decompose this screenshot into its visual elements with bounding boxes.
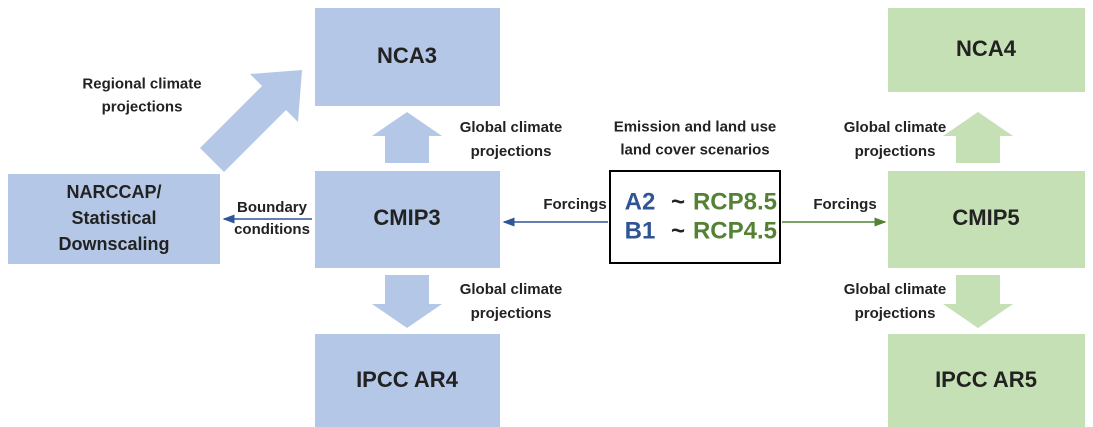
box bbox=[315, 334, 500, 427]
box bbox=[315, 8, 500, 106]
node-label: IPCC AR5 bbox=[935, 367, 1037, 392]
box bbox=[888, 334, 1085, 427]
scenario-cell: B1 bbox=[625, 217, 656, 244]
node-label: NCA3 bbox=[377, 43, 437, 68]
box bbox=[8, 174, 220, 264]
scenario-cell: A2 bbox=[625, 188, 656, 215]
arrow-down bbox=[943, 275, 1013, 328]
node-label: CMIP3 bbox=[373, 205, 440, 230]
edge-label: Regional climate bbox=[82, 75, 201, 92]
box bbox=[315, 171, 500, 268]
node-label: Downscaling bbox=[58, 234, 169, 254]
scenario-cell: RCP4.5 bbox=[693, 217, 777, 244]
edge-label: Forcings bbox=[543, 196, 606, 213]
edge-label: Forcings bbox=[813, 196, 876, 213]
edge-label: projections bbox=[855, 305, 936, 322]
node-label: NARCCAP/ bbox=[66, 182, 161, 202]
arrow-up bbox=[943, 112, 1013, 163]
box bbox=[888, 171, 1085, 268]
node-label: CMIP5 bbox=[952, 205, 1019, 230]
arrow-up bbox=[372, 112, 442, 163]
arrow-diagonal bbox=[200, 70, 302, 172]
edge-label: Global climate bbox=[844, 119, 947, 136]
node-label: NCA4 bbox=[956, 36, 1017, 61]
scenario-title: Emission and land use bbox=[614, 118, 777, 135]
node-label: Statistical bbox=[71, 208, 156, 228]
scenario-box bbox=[609, 170, 781, 264]
scenario-cell: RCP8.5 bbox=[693, 188, 777, 215]
scenario-cell: ~ bbox=[671, 188, 685, 215]
edge-label: conditions bbox=[234, 221, 310, 238]
edge-label: Global climate bbox=[844, 281, 947, 298]
edge-label: projections bbox=[471, 305, 552, 322]
node-label: IPCC AR4 bbox=[356, 367, 459, 392]
edge-label: Boundary bbox=[237, 199, 308, 216]
arrow-down bbox=[372, 275, 442, 328]
scenario-cell: ~ bbox=[671, 217, 685, 244]
edge-label: projections bbox=[471, 143, 552, 160]
edge-label: projections bbox=[102, 98, 183, 115]
edge-label: Global climate bbox=[460, 119, 563, 136]
scenario-title: land cover scenarios bbox=[620, 141, 769, 158]
edge-label: Global climate bbox=[460, 281, 563, 298]
edge-label: projections bbox=[855, 143, 936, 160]
box bbox=[888, 8, 1085, 92]
